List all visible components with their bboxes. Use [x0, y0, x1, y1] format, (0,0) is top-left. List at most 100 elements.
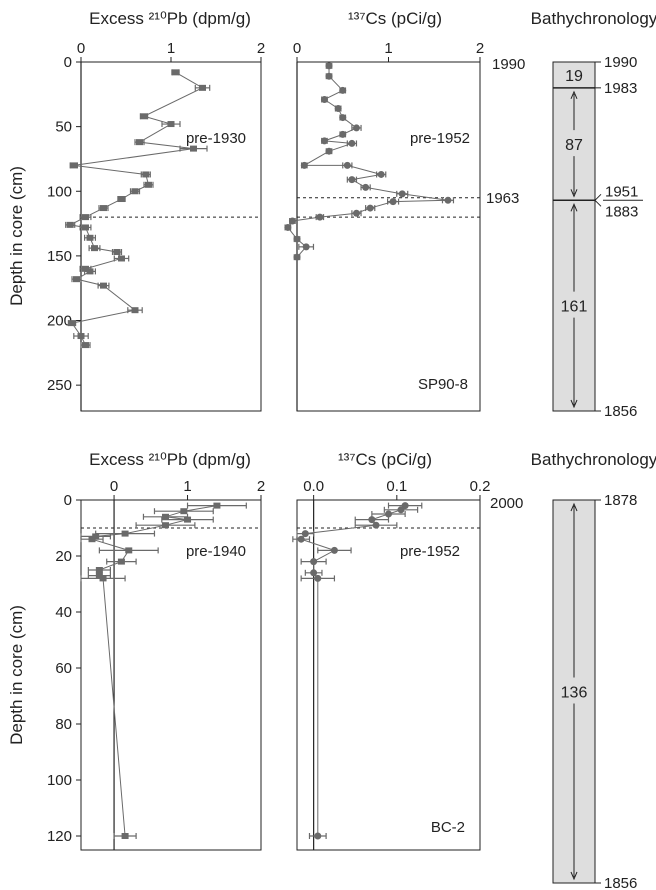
data-point [113, 249, 121, 256]
arrow-down-icon [570, 871, 578, 881]
data-point [325, 72, 333, 80]
series-line [287, 65, 449, 258]
annotation-label: pre-1930 [186, 130, 246, 147]
data-point [68, 320, 76, 327]
data-point [339, 86, 347, 94]
data-point [172, 69, 179, 76]
data-point [140, 113, 148, 120]
plot-frame [296, 499, 481, 851]
plot-frame [80, 499, 262, 851]
panel-title: ¹³⁷Cs (pCi/g) [348, 9, 442, 28]
data-point [320, 95, 328, 103]
data-point [320, 137, 328, 145]
data-point [301, 530, 309, 538]
panel-title: ¹³⁷Cs (pCi/g) [338, 450, 432, 469]
data-point [300, 161, 308, 169]
panel-title: Excess ²¹⁰Pb (dpm/g) [89, 9, 251, 28]
data-point [100, 205, 107, 212]
x-tick-label: 2 [257, 478, 265, 495]
x-tick-label: 0.1 [386, 478, 407, 495]
panel-title: Excess ²¹⁰Pb (dpm/g) [89, 450, 251, 469]
data-point [77, 333, 85, 340]
y-tick-label: 0 [64, 54, 72, 71]
data-point [118, 255, 125, 262]
panel-excess-pb-bottom: Excess ²¹⁰Pb (dpm/g) Depth in core (cm) … [7, 450, 265, 851]
segment-duration-label: 161 [561, 299, 588, 316]
data-point [82, 342, 89, 349]
data-point [302, 243, 310, 251]
arrow-down-icon [570, 399, 578, 409]
series-line [300, 505, 406, 836]
data-point [348, 139, 356, 147]
bathy-column: 136 1878 1856 [552, 492, 637, 890]
data-point [213, 502, 221, 509]
segment-duration-label: 87 [565, 137, 583, 154]
year-label: 1951 [605, 183, 638, 200]
data-point [82, 224, 89, 231]
y-tick-label: 60 [55, 660, 72, 677]
data-point [145, 181, 152, 188]
y-ticks: 0 20 40 60 80 100 120 [47, 492, 81, 845]
data-point [293, 253, 301, 261]
data-point [86, 268, 94, 275]
top-right-year: 2000 [490, 495, 523, 512]
y-tick-label: 40 [55, 604, 72, 621]
segment-duration-label: 136 [561, 685, 588, 702]
data-point [288, 217, 296, 225]
data-point [348, 176, 356, 184]
year-label: 1856 [604, 875, 637, 890]
data-point [190, 145, 197, 152]
x-tick-label: 0 [110, 478, 118, 495]
annotation-label: pre-1952 [400, 543, 460, 560]
arrow-up-icon [570, 502, 578, 512]
data-point [99, 575, 107, 582]
data-point [161, 513, 169, 520]
x-tick-label: 0.2 [470, 478, 491, 495]
data-point [142, 171, 150, 178]
data-point [316, 213, 324, 221]
data-point [136, 139, 143, 146]
arrow-up-icon [570, 203, 578, 212]
data-point [92, 533, 100, 540]
data-point [314, 832, 322, 840]
data-point [339, 114, 347, 122]
panel-cs-top: ¹³⁷Cs (pCi/g) 0 1 2 pre-1952 1990 1963 SP9… [284, 9, 525, 412]
data-point [100, 282, 107, 289]
data-point [82, 265, 89, 272]
bathychronology-bottom: Bathychronology 136 1878 1856 [531, 450, 656, 890]
x-ticks: 0 1 2 [110, 478, 265, 500]
data-marks [284, 62, 480, 411]
arrow-down-icon [570, 189, 578, 198]
x-tick-label: 0 [293, 40, 301, 57]
x-ticks: 0 1 2 [293, 40, 484, 62]
data-point [95, 572, 103, 579]
top-right-year: 1990 [492, 56, 525, 73]
data-point [199, 84, 206, 91]
year-label: 1990 [604, 54, 637, 71]
y-tick-label: 250 [47, 377, 72, 394]
x-tick-label: 1 [183, 478, 191, 495]
year-label: 1983 [604, 80, 637, 97]
data-point [310, 569, 318, 577]
data-point [66, 221, 74, 228]
data-point [352, 209, 360, 217]
arrow-up-icon [570, 90, 578, 100]
data-point [444, 196, 452, 204]
year-label: 1856 [604, 403, 637, 420]
data-point [73, 276, 80, 283]
data-point [368, 516, 376, 524]
data-point [184, 516, 192, 523]
data-point [362, 183, 370, 191]
y-tick-label: 80 [55, 716, 72, 733]
data-point [161, 522, 169, 529]
side-year: 1963 [486, 190, 519, 207]
data-point [131, 307, 139, 314]
data-point [167, 121, 175, 128]
core-label: BC-2 [431, 819, 465, 836]
plot-frame [80, 61, 262, 412]
data-point [343, 161, 351, 169]
bathy-title: Bathychronology [531, 450, 656, 469]
data-point [86, 234, 94, 241]
y-tick-label: 0 [64, 492, 72, 509]
data-point [339, 130, 347, 138]
